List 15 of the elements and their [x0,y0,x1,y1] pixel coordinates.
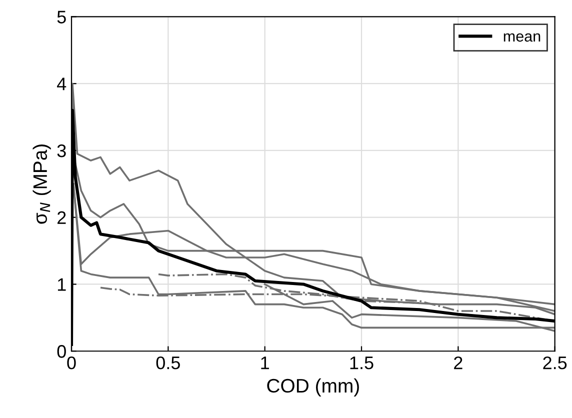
x-tick-label: 1.5 [350,356,374,370]
y-tick-label: 2 [58,211,66,224]
y-tick-label: 3 [57,144,66,158]
x-tick-label: 1 [261,356,269,370]
y-axis-title: σ$_{N}$ (MPa) [32,144,51,224]
y-tick-label: 4 [57,78,66,90]
y-tick-label: 5 [57,10,66,24]
x-tick-label: 0 [67,356,76,370]
legend-label: mean [504,33,540,42]
x-tick-label: 0.5 [156,356,180,370]
x-tick-label: 2.5 [543,356,567,370]
y-tick-label: 0 [57,345,66,358]
x-axis-title: COD (mm) [267,378,359,396]
y-tick-label: 1 [58,278,66,291]
x-tick-label: 2 [454,356,462,370]
